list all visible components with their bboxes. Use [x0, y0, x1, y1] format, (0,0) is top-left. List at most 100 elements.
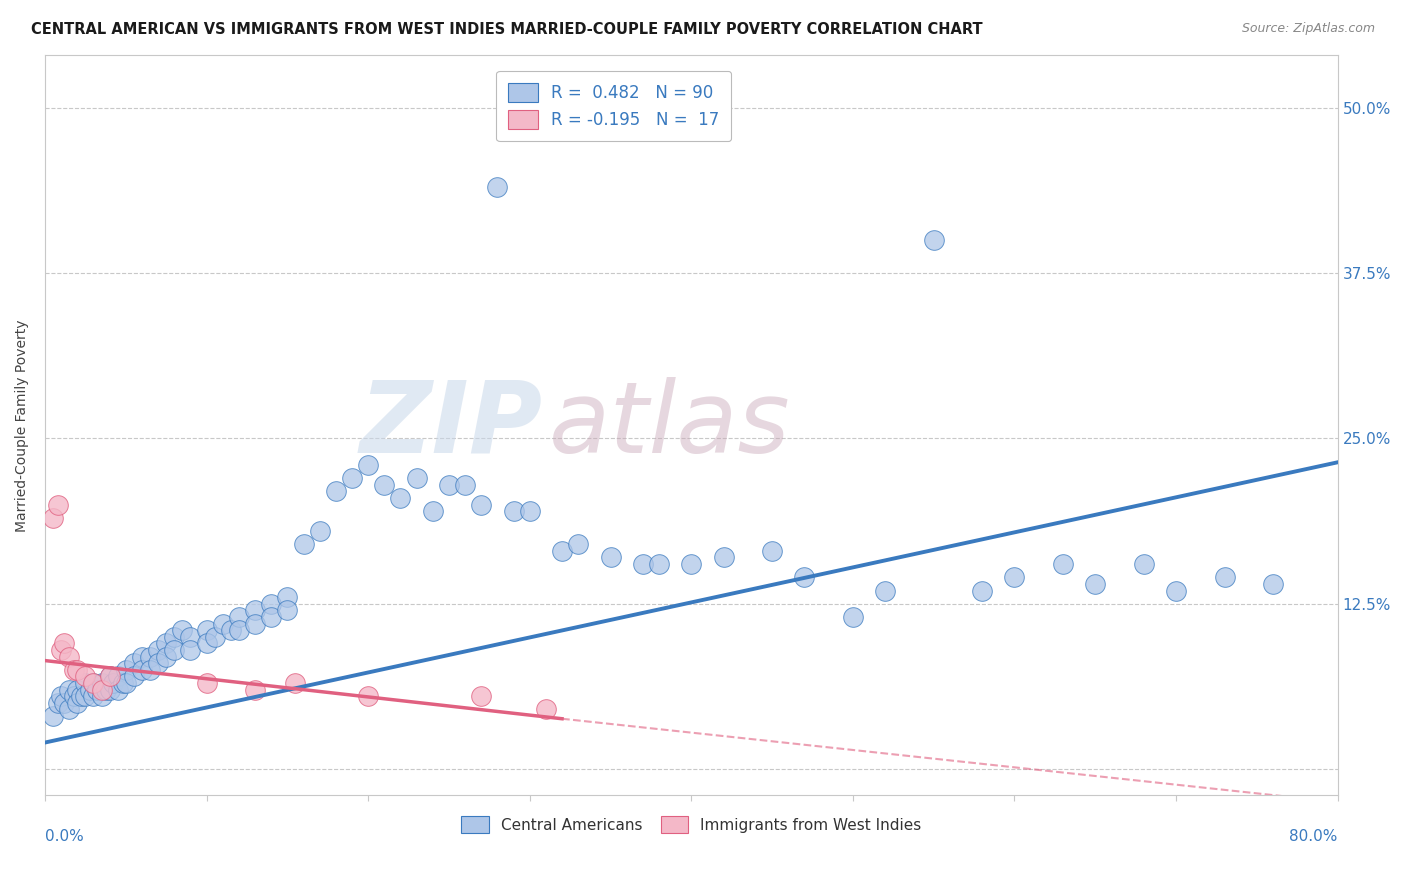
Point: [179, 630, 201, 644]
Point: [82, 690, 104, 704]
Point: [146, 643, 169, 657]
Point: [534, 702, 557, 716]
Point: [389, 491, 412, 505]
Point: [122, 657, 145, 671]
Point: [46, 498, 69, 512]
Point: [101, 676, 124, 690]
Point: [486, 180, 509, 194]
Point: [713, 550, 735, 565]
Point: [260, 610, 283, 624]
Point: [172, 623, 194, 637]
Point: [58, 682, 80, 697]
Point: [875, 583, 897, 598]
Point: [114, 676, 136, 690]
Point: [308, 524, 330, 538]
Point: [761, 544, 783, 558]
Point: [75, 676, 97, 690]
Point: [1052, 557, 1074, 571]
Point: [260, 597, 283, 611]
Legend: Central Americans, Immigrants from West Indies: Central Americans, Immigrants from West …: [456, 810, 928, 839]
Point: [69, 690, 91, 704]
Point: [454, 477, 477, 491]
Text: CENTRAL AMERICAN VS IMMIGRANTS FROM WEST INDIES MARRIED-COUPLE FAMILY POVERTY CO: CENTRAL AMERICAN VS IMMIGRANTS FROM WEST…: [31, 22, 983, 37]
Point: [793, 570, 815, 584]
Point: [243, 682, 266, 697]
Point: [1261, 577, 1284, 591]
Point: [163, 630, 186, 644]
Point: [42, 511, 65, 525]
Point: [422, 504, 444, 518]
Point: [1164, 583, 1187, 598]
Point: [82, 676, 104, 690]
Point: [111, 676, 134, 690]
Point: [195, 636, 218, 650]
Point: [211, 616, 233, 631]
Point: [107, 669, 129, 683]
Point: [340, 471, 363, 485]
Point: [58, 702, 80, 716]
Point: [357, 458, 380, 472]
Point: [228, 623, 250, 637]
Point: [470, 690, 492, 704]
Point: [325, 484, 347, 499]
Point: [66, 696, 89, 710]
Point: [63, 663, 86, 677]
Point: [86, 682, 108, 697]
Text: atlas: atlas: [550, 376, 790, 474]
Point: [681, 557, 703, 571]
Point: [599, 550, 621, 565]
Point: [155, 636, 177, 650]
Point: [131, 649, 153, 664]
Point: [972, 583, 994, 598]
Point: [276, 603, 298, 617]
Point: [163, 643, 186, 657]
Point: [204, 630, 226, 644]
Point: [49, 690, 72, 704]
Point: [66, 682, 89, 697]
Point: [42, 709, 65, 723]
Point: [631, 557, 654, 571]
Point: [49, 643, 72, 657]
Point: [63, 690, 86, 704]
Point: [276, 590, 298, 604]
Point: [53, 636, 76, 650]
Point: [79, 682, 101, 697]
Point: [551, 544, 574, 558]
Point: [58, 649, 80, 664]
Point: [405, 471, 427, 485]
Point: [98, 669, 121, 683]
Point: [90, 676, 112, 690]
Point: [98, 682, 121, 697]
Point: [292, 537, 315, 551]
Point: [195, 676, 218, 690]
Point: [373, 477, 395, 491]
Point: [470, 498, 492, 512]
Point: [179, 643, 201, 657]
Point: [90, 682, 112, 697]
Point: [82, 676, 104, 690]
Point: [195, 623, 218, 637]
Point: [648, 557, 671, 571]
Point: [922, 233, 945, 247]
Text: 0.0%: 0.0%: [45, 829, 84, 844]
Point: [243, 616, 266, 631]
Text: ZIP: ZIP: [360, 376, 543, 474]
Y-axis label: Married-Couple Family Poverty: Married-Couple Family Poverty: [15, 319, 30, 532]
Point: [122, 669, 145, 683]
Point: [146, 657, 169, 671]
Point: [502, 504, 524, 518]
Point: [98, 669, 121, 683]
Point: [46, 696, 69, 710]
Point: [96, 682, 118, 697]
Point: [1132, 557, 1154, 571]
Point: [139, 663, 162, 677]
Point: [357, 690, 380, 704]
Point: [567, 537, 589, 551]
Point: [1004, 570, 1026, 584]
Point: [75, 690, 97, 704]
Point: [155, 649, 177, 664]
Point: [90, 690, 112, 704]
Point: [219, 623, 242, 637]
Point: [519, 504, 541, 518]
Text: 80.0%: 80.0%: [1289, 829, 1337, 844]
